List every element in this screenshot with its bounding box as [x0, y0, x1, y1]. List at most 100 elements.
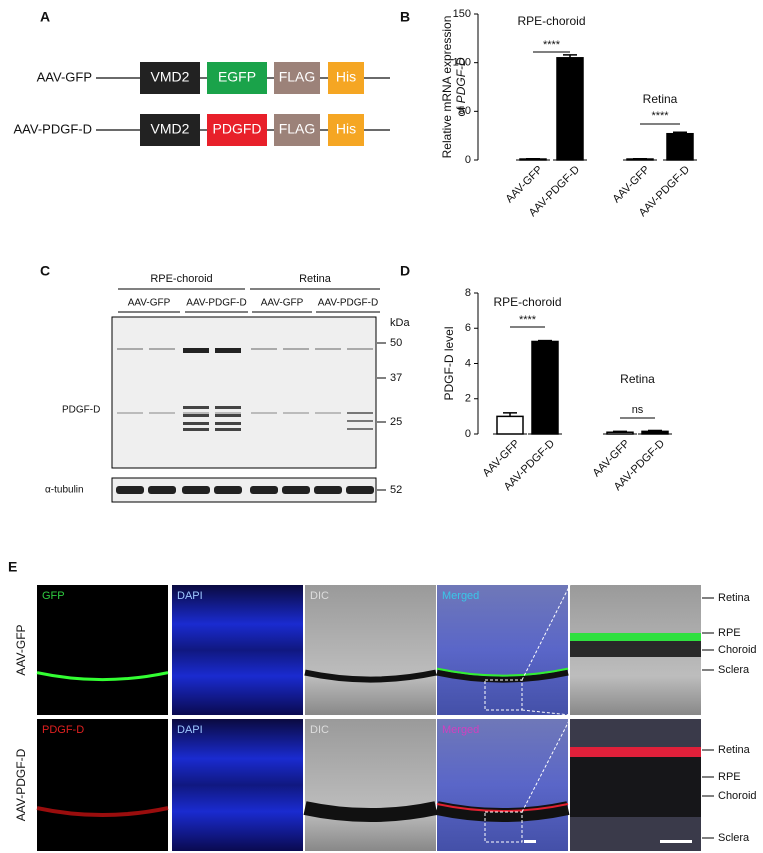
zoom-band [570, 757, 701, 817]
blot-image [111, 316, 377, 469]
zoom-guide [521, 718, 571, 813]
layer-label: Choroid [718, 644, 757, 656]
band [183, 348, 209, 353]
group-label: RPE-choroid [517, 14, 585, 28]
band [183, 422, 209, 425]
y-tick-label: 50 [459, 105, 471, 117]
band [315, 348, 341, 350]
marker-label: 50 [390, 337, 402, 349]
group-label: RPE-choroid [493, 295, 561, 309]
band [215, 412, 241, 414]
y-axis-label-prefix: of [454, 106, 468, 117]
bar [556, 57, 584, 161]
channel-label: Merged [442, 724, 479, 736]
zoom-band [570, 641, 701, 657]
construct-element [140, 114, 200, 146]
element-label: VMD2 [151, 69, 190, 85]
band [347, 428, 373, 430]
channel-label: DAPI [177, 724, 203, 736]
band [215, 406, 241, 409]
construct-element [328, 62, 364, 94]
band [347, 348, 373, 350]
element-label: His [336, 121, 356, 137]
blot-lane: AAV-GFP [128, 298, 171, 309]
micrograph [305, 719, 436, 851]
marker-label: 25 [390, 416, 402, 428]
layer-label: Choroid [718, 790, 757, 802]
element-label: FLAG [279, 69, 316, 85]
micrograph [437, 719, 568, 851]
blot-row-label: PDGF-D [62, 405, 100, 416]
band [182, 486, 210, 494]
x-tick-label: AAV-GFP [611, 164, 653, 206]
panel-label: C [40, 263, 50, 279]
layer-label: Sclera [718, 832, 750, 844]
bar [531, 340, 559, 435]
micrograph [37, 719, 168, 851]
y-tick-label: 0 [465, 154, 471, 166]
y-tick-label: 4 [465, 357, 471, 369]
band [250, 486, 278, 494]
marker-label: 52 [390, 484, 402, 496]
band [117, 348, 143, 350]
y-axis-label: Relative mRNA expression [440, 16, 454, 159]
band [314, 486, 342, 494]
construct-name: AAV-GFP [37, 69, 92, 84]
blot-lane: AAV-GFP [261, 298, 304, 309]
band [251, 348, 277, 350]
band [215, 428, 241, 431]
construct-element [140, 62, 200, 94]
blot-unit: kDa [390, 317, 410, 329]
band [215, 348, 241, 353]
element-label: VMD2 [151, 121, 190, 137]
significance-label: **** [651, 110, 669, 122]
band [347, 412, 373, 414]
significance-label: **** [543, 39, 561, 51]
channel-label: DIC [310, 590, 329, 602]
blot-lane: AAV-PDGF-D [186, 298, 246, 309]
micrograph [37, 585, 168, 715]
layer-label: Retina [718, 744, 751, 756]
band [283, 412, 309, 414]
construct-element [207, 62, 267, 94]
band [346, 486, 374, 494]
channel-label: DAPI [177, 590, 203, 602]
band [215, 414, 241, 417]
pigment-band [304, 669, 437, 683]
zoom-band [570, 747, 701, 757]
band [215, 422, 241, 425]
row-label: AAV-GFP [14, 624, 28, 675]
channel-label: GFP [42, 590, 65, 602]
y-tick-label: 8 [465, 287, 471, 299]
channel-label: PDGF-D [42, 724, 84, 736]
band [149, 412, 175, 414]
marker-label: 37 [390, 372, 402, 384]
zoom-box [484, 679, 523, 711]
layer-label: Retina [718, 592, 751, 604]
signal-band [36, 806, 169, 818]
element-label: His [336, 69, 356, 85]
significance-label: **** [519, 314, 537, 326]
panel-label: D [400, 263, 410, 279]
y-tick-label: 6 [465, 322, 471, 334]
bar [666, 132, 694, 161]
layer-label: RPE [718, 627, 741, 639]
y-tick-label: 150 [453, 8, 471, 20]
y-axis-label: of PDGF-D [454, 57, 468, 117]
band [251, 412, 277, 414]
panel-label: A [40, 9, 50, 25]
element-label: EGFP [218, 69, 256, 85]
element-label: PDGFD [213, 121, 262, 137]
group-label: Retina [643, 92, 678, 106]
element-label: FLAG [279, 121, 316, 137]
significance-label: ns [632, 404, 644, 416]
zoom-guide [521, 709, 571, 716]
zoom-box [484, 811, 523, 843]
layer-label: Sclera [718, 664, 750, 676]
y-axis-label-gene: PDGF-D [454, 57, 468, 103]
band [347, 420, 373, 422]
band [183, 412, 209, 414]
band [283, 348, 309, 350]
